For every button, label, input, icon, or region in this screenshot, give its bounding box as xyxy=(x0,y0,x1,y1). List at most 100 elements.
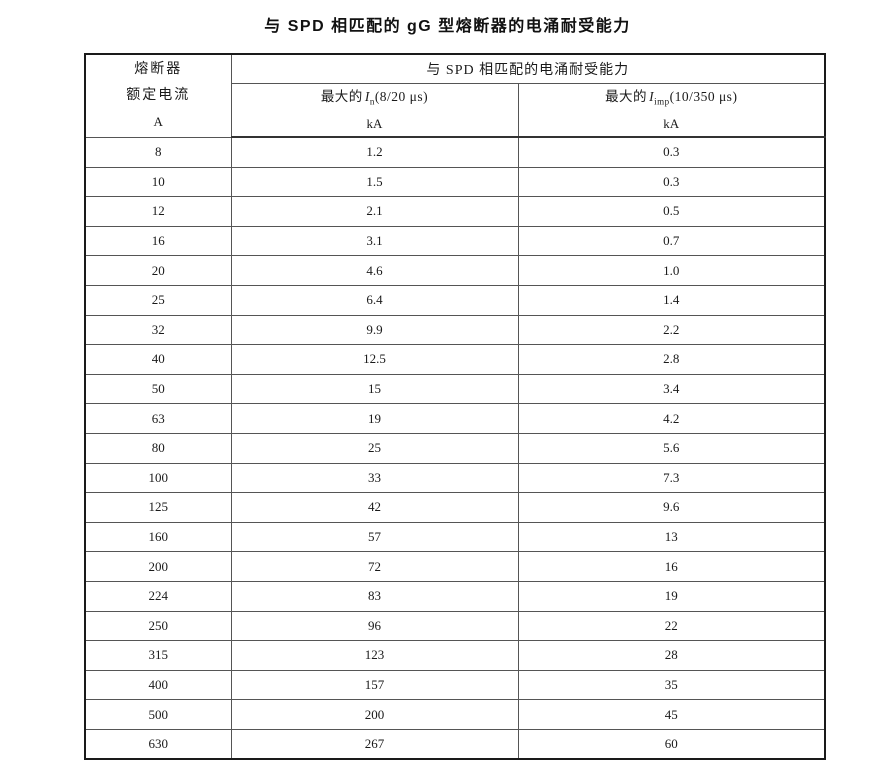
current-subscript-n: n xyxy=(369,96,375,107)
max-in-cell: 200 xyxy=(230,699,519,730)
table-row: 80 25 5.6 xyxy=(84,432,826,464)
fuse-current-cell: 400 xyxy=(84,669,232,701)
max-iimp-cell: 4.2 xyxy=(517,403,826,434)
max-iimp-cell: 35 xyxy=(517,669,826,701)
fuse-current-cell: 160 xyxy=(84,521,232,553)
table-row: 25 6.4 1.4 xyxy=(84,284,826,316)
fuse-current-cell: 12 xyxy=(84,196,232,227)
max-in-cell: 3.1 xyxy=(230,225,519,257)
table-row: 160 57 13 xyxy=(84,521,826,553)
fuse-current-cell: 40 xyxy=(84,344,232,375)
table-row: 50 15 3.4 xyxy=(84,373,826,405)
header-surge-capability-span: 与 SPD 相匹配的电涌耐受能力 xyxy=(230,53,826,84)
fuse-current-cell: 63 xyxy=(84,403,232,434)
fuse-current-cell: 16 xyxy=(84,225,232,257)
max-iimp-cell: 2.8 xyxy=(517,344,826,375)
max-in-cell: 12.5 xyxy=(230,344,519,375)
table-row: 12 2.1 0.5 xyxy=(84,196,826,227)
max-iimp-cell: 3.4 xyxy=(517,373,826,405)
table-row: 630 267 60 xyxy=(84,728,826,760)
max-in-cell: 72 xyxy=(230,551,519,582)
max-in-cell: 42 xyxy=(230,492,519,523)
current-subscript-imp: imp xyxy=(654,96,670,107)
table-body: 8 1.2 0.3 10 1.5 0.3 12 2.1 0.5 16 3.1 0.7 20 4.6 1.0 2… xyxy=(84,136,826,760)
max-iimp-cell: 22 xyxy=(517,610,826,642)
fuse-current-cell: 315 xyxy=(84,640,232,671)
table-row: 250 96 22 xyxy=(84,610,826,642)
max-iimp-waveform: (10/350 μs) xyxy=(669,88,738,104)
max-iimp-cell: 0.3 xyxy=(517,136,826,168)
table-row: 125 42 9.6 xyxy=(84,492,826,523)
fuse-current-cell: 80 xyxy=(84,432,232,464)
max-in-cell: 9.9 xyxy=(230,314,519,346)
table-row: 63 19 4.2 xyxy=(84,403,826,434)
fuse-current-cell: 25 xyxy=(84,284,232,316)
max-in-cell: 4.6 xyxy=(230,255,519,286)
table-row: 100 33 7.3 xyxy=(84,462,826,494)
max-in-cell: 57 xyxy=(230,521,519,553)
header-max-iimp-column: 最大的 Iimp(10/350 μs) kA xyxy=(517,83,826,138)
table-row: 20 4.6 1.0 xyxy=(84,255,826,286)
max-iimp-prefix: 最大的 xyxy=(605,88,648,104)
max-iimp-unit: kA xyxy=(663,116,680,132)
max-in-waveform: (8/20 μs) xyxy=(374,88,429,104)
table-row: 224 83 19 xyxy=(84,580,826,612)
max-in-cell: 33 xyxy=(230,462,519,494)
max-in-cell: 19 xyxy=(230,403,519,434)
table-row: 32 9.9 2.2 xyxy=(84,314,826,346)
header-fuse-line1: 熔断器 xyxy=(134,61,183,77)
max-iimp-cell: 28 xyxy=(517,640,826,671)
fuse-current-cell: 500 xyxy=(84,699,232,730)
max-iimp-cell: 7.3 xyxy=(517,462,826,494)
table-row: 400 157 35 xyxy=(84,669,826,701)
max-iimp-cell: 0.5 xyxy=(517,196,826,227)
fuse-current-cell: 630 xyxy=(84,728,232,760)
current-symbol-in: I xyxy=(364,88,370,104)
max-in-cell: 267 xyxy=(230,728,519,760)
fuse-current-cell: 50 xyxy=(84,373,232,405)
max-iimp-cell: 5.6 xyxy=(517,432,826,464)
max-in-cell: 157 xyxy=(230,669,519,701)
max-in-cell: 1.2 xyxy=(230,136,519,168)
max-in-cell: 123 xyxy=(230,640,519,671)
max-in-cell: 96 xyxy=(230,610,519,642)
max-in-cell: 15 xyxy=(230,373,519,405)
table-title: 与 SPD 相匹配的 gG 型熔断器的电涌耐受能力 xyxy=(264,18,631,35)
max-iimp-cell: 0.3 xyxy=(517,166,826,198)
max-iimp-cell: 9.6 xyxy=(517,492,826,523)
max-iimp-cell: 19 xyxy=(517,580,826,612)
fuse-current-cell: 32 xyxy=(84,314,232,346)
header-fuse-line2: 额定电流 xyxy=(126,87,191,103)
fuse-current-cell: 125 xyxy=(84,492,232,523)
header-max-in-column: 最大的 In(8/20 μs) kA xyxy=(230,83,519,138)
max-in-unit: kA xyxy=(366,116,383,132)
fuse-current-cell: 100 xyxy=(84,462,232,494)
fuse-current-cell: 224 xyxy=(84,580,232,612)
max-in-cell: 6.4 xyxy=(230,284,519,316)
max-iimp-cell: 1.0 xyxy=(517,255,826,286)
max-iimp-cell: 16 xyxy=(517,551,826,582)
max-iimp-formula: 最大的 Iimp(10/350 μs) xyxy=(519,85,825,114)
table-row: 10 1.5 0.3 xyxy=(84,166,826,198)
table-row: 200 72 16 xyxy=(84,551,826,582)
max-iimp-cell: 60 xyxy=(517,728,826,760)
fuse-current-cell: 20 xyxy=(84,255,232,286)
max-in-cell: 1.5 xyxy=(230,166,519,198)
table-row: 315 123 28 xyxy=(84,640,826,671)
fuse-current-cell: 250 xyxy=(84,610,232,642)
table-row: 8 1.2 0.3 xyxy=(84,136,826,168)
max-in-cell: 2.1 xyxy=(230,196,519,227)
header-fuse-unit: A xyxy=(153,113,163,129)
table-row: 40 12.5 2.8 xyxy=(84,344,826,375)
max-iimp-cell: 0.7 xyxy=(517,225,826,257)
table-row: 16 3.1 0.7 xyxy=(84,225,826,257)
max-iimp-cell: 13 xyxy=(517,521,826,553)
current-symbol-iimp: I xyxy=(649,88,655,104)
max-in-formula: 最大的 In(8/20 μs) xyxy=(232,85,518,114)
max-in-prefix: 最大的 xyxy=(320,88,363,104)
max-in-cell: 83 xyxy=(230,580,519,612)
max-in-cell: 25 xyxy=(230,432,519,464)
max-iimp-cell: 1.4 xyxy=(517,284,826,316)
fuse-surge-capability-table: 熔断器 额定电流 A 与 SPD 相匹配的电涌耐受能力 最大的 In(8/20 μ… xyxy=(84,53,826,761)
header-fuse-rated-current: 熔断器 额定电流 A xyxy=(84,53,232,138)
